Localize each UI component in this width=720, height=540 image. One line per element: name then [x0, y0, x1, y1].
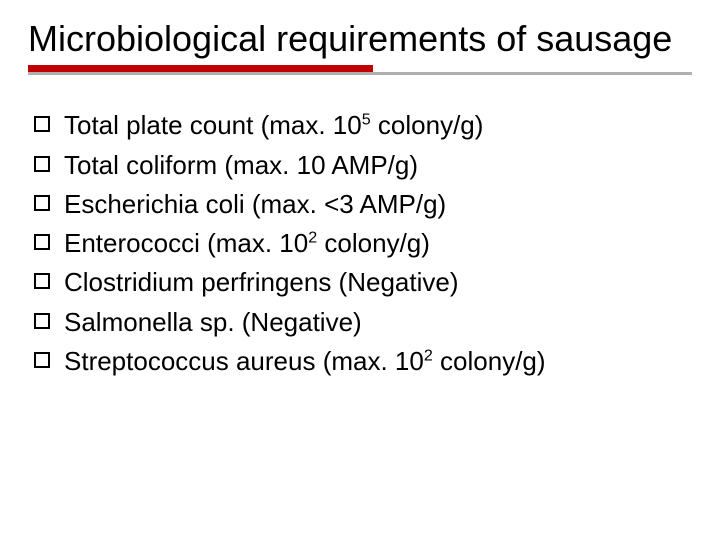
list-item-text: Total coliform (max. 10 AMP/g)	[64, 149, 418, 182]
slide: Microbiological requirements of sausage …	[0, 0, 720, 540]
hollow-square-icon	[34, 156, 50, 172]
underline-gray	[28, 72, 692, 75]
hollow-square-icon	[34, 273, 50, 289]
list-item: Escherichia coli (max. <3 AMP/g)	[34, 188, 692, 221]
list-item-text: Total plate count (max. 105 colony/g)	[64, 109, 483, 142]
hollow-square-icon	[34, 195, 50, 211]
hollow-square-icon	[34, 352, 50, 368]
list-item: Total coliform (max. 10 AMP/g)	[34, 149, 692, 182]
list-item-text: Escherichia coli (max. <3 AMP/g)	[64, 188, 446, 221]
title-underline	[28, 65, 692, 75]
hollow-square-icon	[34, 234, 50, 250]
list-item: Clostridium perfringens (Negative)	[34, 266, 692, 299]
list-item-text: Salmonella sp. (Negative)	[64, 306, 362, 339]
hollow-square-icon	[34, 116, 50, 132]
list-item-text: Streptococcus aureus (max. 102 colony/g)	[64, 345, 546, 378]
list-item: Streptococcus aureus (max. 102 colony/g)	[34, 345, 692, 378]
list-item: Salmonella sp. (Negative)	[34, 306, 692, 339]
underline-red	[28, 65, 373, 72]
list-item: Total plate count (max. 105 colony/g)	[34, 109, 692, 142]
bullet-list: Total plate count (max. 105 colony/g) To…	[28, 109, 692, 378]
list-item-text: Clostridium perfringens (Negative)	[64, 266, 458, 299]
list-item-text: Enterococci (max. 102 colony/g)	[64, 227, 430, 260]
list-item: Enterococci (max. 102 colony/g)	[34, 227, 692, 260]
slide-title: Microbiological requirements of sausage	[28, 18, 692, 59]
hollow-square-icon	[34, 313, 50, 329]
